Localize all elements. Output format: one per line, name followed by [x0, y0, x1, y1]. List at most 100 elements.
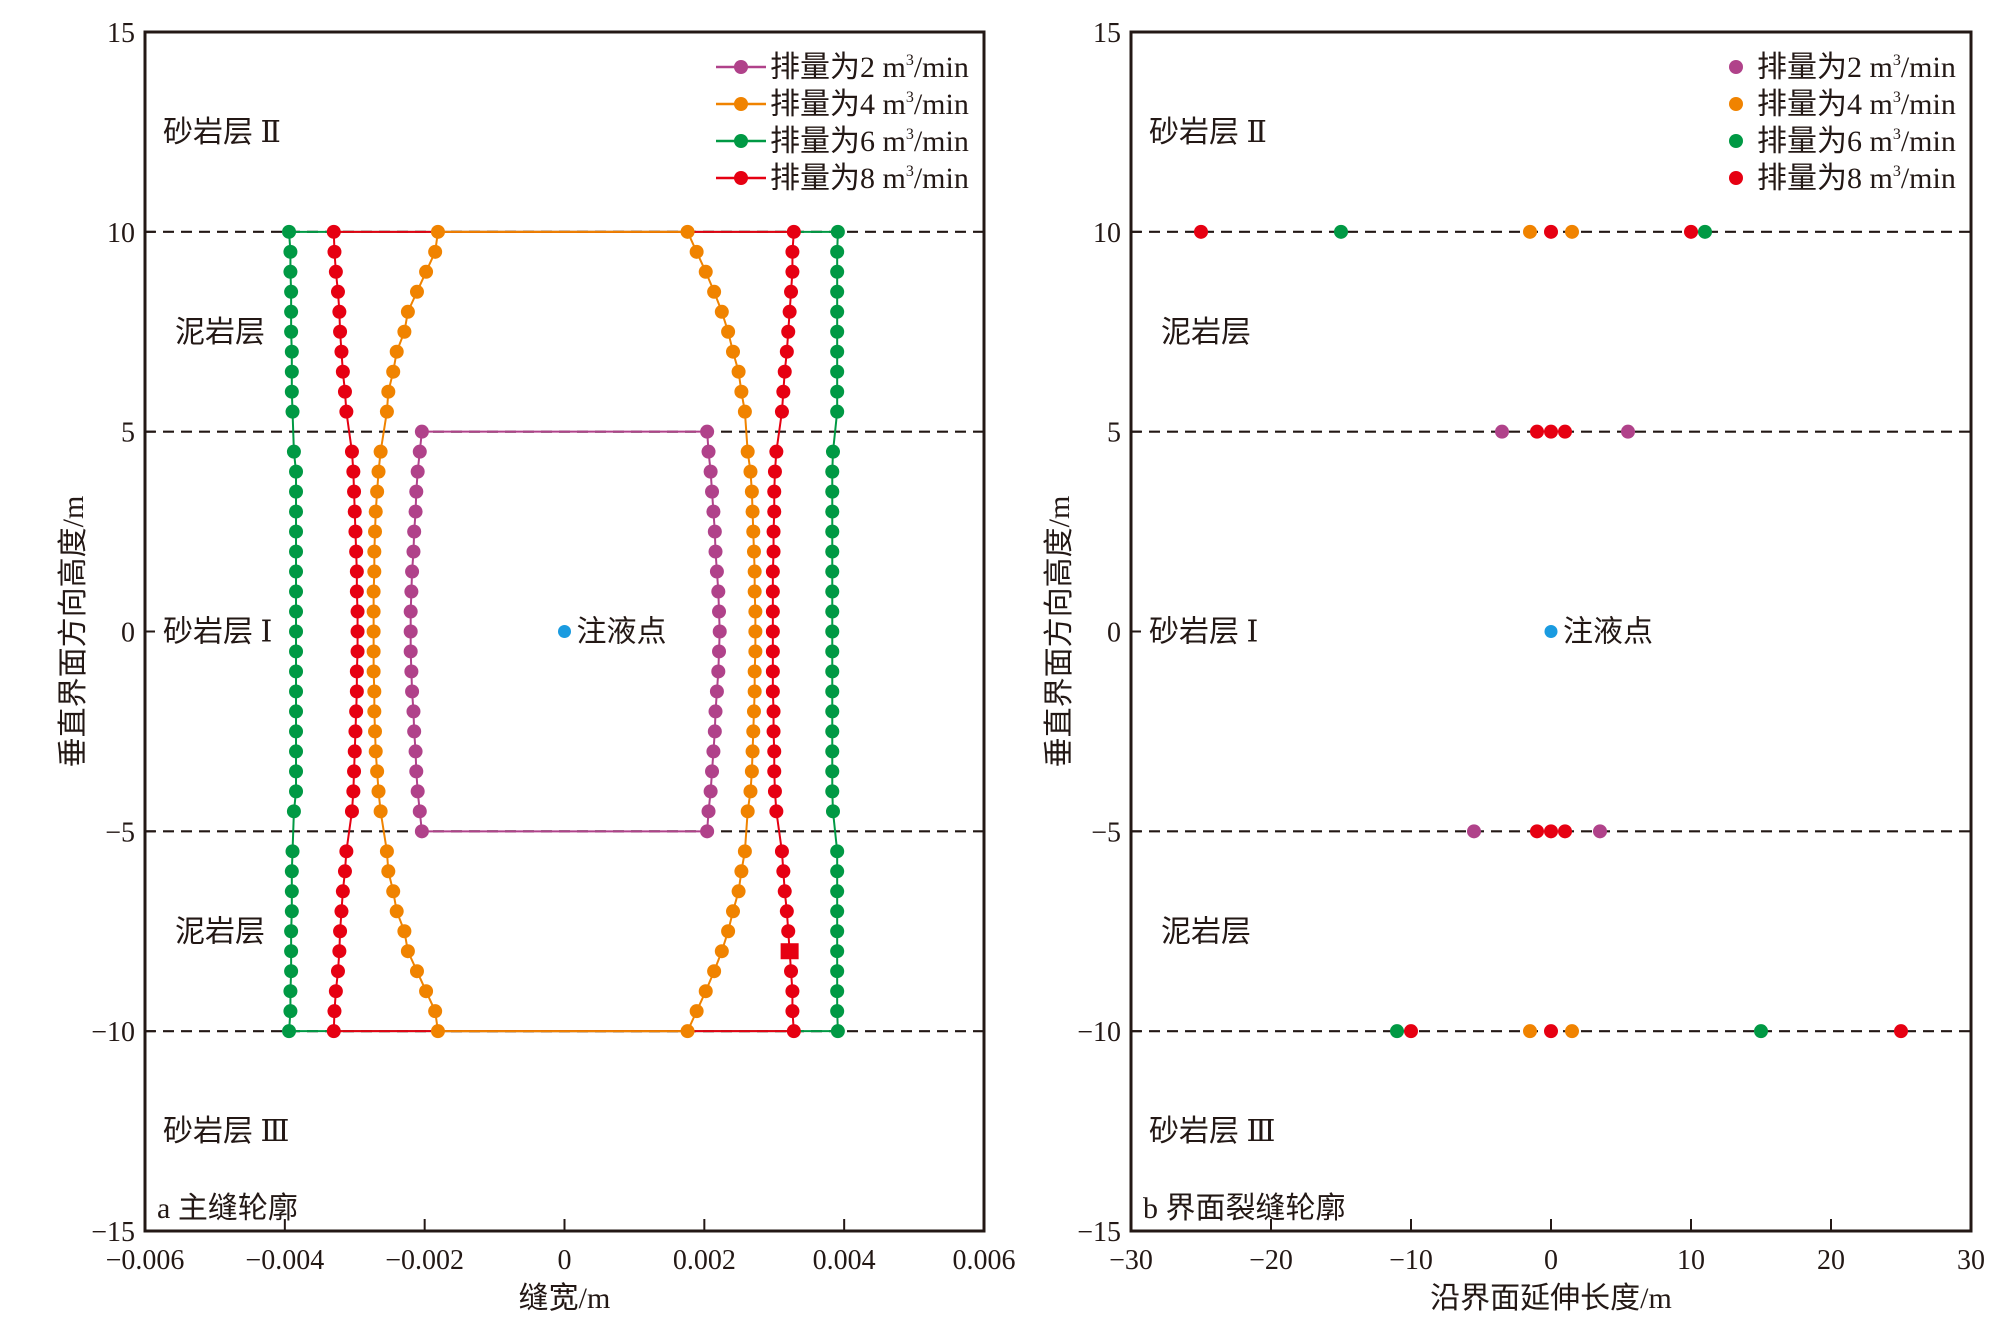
data-point: [282, 1024, 297, 1039]
data-point: [825, 684, 840, 699]
data-point: [830, 904, 845, 919]
y-axis-label: 垂直界面方向高度/m: [57, 496, 90, 768]
data-point: [766, 704, 781, 719]
data-point: [333, 324, 348, 339]
legend-text: 排量为2 m: [770, 51, 906, 84]
y-tick-label: −5: [1091, 817, 1121, 848]
data-point: [1334, 224, 1348, 239]
data-point: [406, 544, 421, 559]
data-point: [1894, 1024, 1908, 1039]
data-point: [284, 884, 299, 899]
data-point: [367, 564, 382, 579]
data-point: [283, 264, 298, 279]
data-point: [403, 644, 418, 659]
data-point: [779, 344, 794, 359]
data-point: [825, 464, 840, 479]
data-point: [404, 664, 419, 679]
legend-marker: [1729, 97, 1743, 111]
data-point: [389, 344, 404, 359]
injection-point-marker: [558, 625, 571, 638]
data-point: [284, 284, 299, 299]
data-point: [1467, 824, 1481, 839]
data-point: [825, 624, 840, 639]
data-point: [830, 944, 845, 959]
data-point: [701, 444, 716, 459]
legend-item: 排量为2 m3/min: [716, 51, 969, 84]
data-point: [825, 544, 840, 559]
x-tick-label: 10: [1677, 1245, 1705, 1276]
data-point: [283, 244, 298, 259]
data-point: [705, 484, 720, 499]
data-point: [707, 724, 722, 739]
y-tick-label: 5: [1107, 418, 1121, 449]
data-point: [825, 444, 840, 459]
data-point: [786, 224, 801, 239]
data-point: [825, 524, 840, 539]
data-point: [289, 464, 304, 479]
legend-item: 排量为8 m3/min: [716, 162, 969, 195]
data-point: [349, 544, 364, 559]
layer-label: 砂岩层 Ⅲ: [1149, 1115, 1275, 1148]
data-point: [734, 384, 749, 399]
data-point: [344, 804, 359, 819]
x-tick-label: −0.002: [385, 1245, 464, 1276]
data-point: [408, 504, 423, 519]
data-point: [1558, 824, 1572, 839]
data-point: [371, 784, 386, 799]
data-point: [366, 604, 381, 619]
data-point: [348, 524, 363, 539]
legend-label: 排量为8 m3/min: [1757, 162, 1956, 195]
data-point: [347, 744, 362, 759]
data-point: [405, 684, 420, 699]
data-point: [1544, 424, 1558, 439]
data-point: [706, 504, 721, 519]
data-point: [289, 624, 304, 639]
data-point: [785, 264, 800, 279]
data-point: [767, 504, 782, 519]
data-point: [412, 444, 427, 459]
data-point: [825, 764, 840, 779]
data-point: [767, 784, 782, 799]
legend-label: 排量为2 m3/min: [770, 51, 969, 84]
data-point: [1530, 824, 1544, 839]
data-point: [289, 544, 304, 559]
data-point: [366, 644, 381, 659]
legend-text: 排量为6 m: [770, 125, 906, 158]
x-tick-label: 20: [1817, 1245, 1845, 1276]
data-point: [349, 584, 364, 599]
data-point: [765, 604, 780, 619]
y-tick-label: −10: [91, 1017, 135, 1048]
data-point: [289, 704, 304, 719]
data-point: [767, 484, 782, 499]
data-point: [326, 224, 341, 239]
data-point: [289, 484, 304, 499]
legend-unit: /min: [914, 125, 969, 158]
data-point: [1754, 1024, 1768, 1039]
data-point: [339, 844, 354, 859]
data-point: [747, 684, 762, 699]
y-tick-label: −15: [91, 1217, 135, 1248]
data-point: [725, 904, 740, 919]
legend-unit: /min: [914, 51, 969, 84]
data-point: [289, 504, 304, 519]
data-point: [765, 644, 780, 659]
data-point: [347, 484, 362, 499]
data-point: [430, 224, 445, 239]
data-point: [784, 964, 799, 979]
data-point: [339, 404, 354, 419]
data-point: [830, 404, 845, 419]
y-tick-label: 15: [107, 18, 135, 49]
data-point: [825, 564, 840, 579]
data-point: [373, 444, 388, 459]
legend-marker: [1729, 134, 1743, 148]
data-point: [737, 404, 752, 419]
data-point: [744, 484, 759, 499]
data-point: [386, 364, 401, 379]
data-point: [747, 564, 762, 579]
data-point: [289, 664, 304, 679]
legend-unit: /min: [1901, 51, 1956, 84]
data-point: [766, 724, 781, 739]
data-point: [765, 624, 780, 639]
data-point: [830, 1004, 845, 1019]
data-point: [698, 264, 713, 279]
